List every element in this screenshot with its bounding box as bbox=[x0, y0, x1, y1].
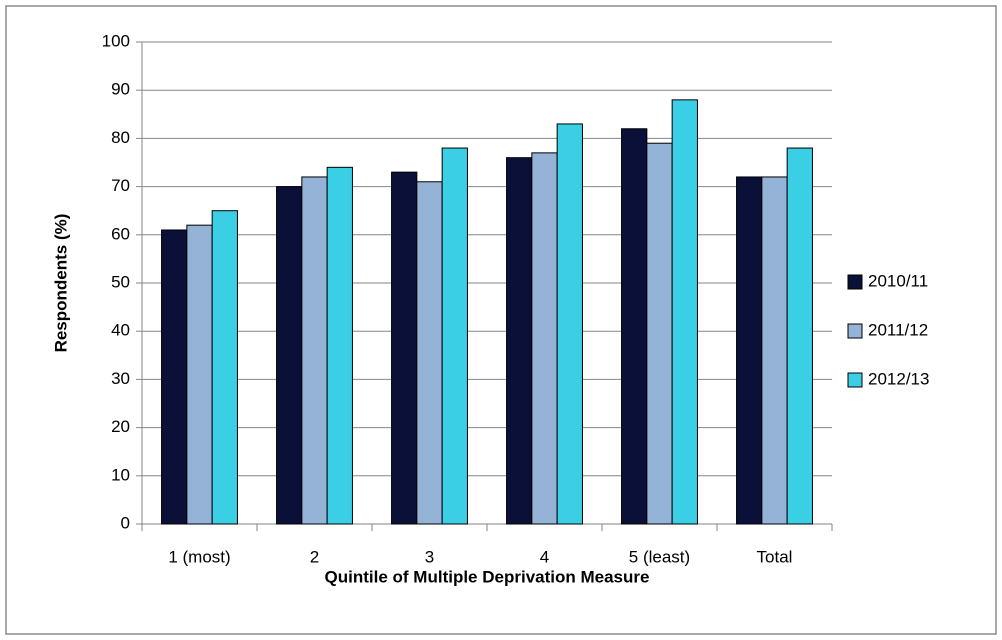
bar bbox=[441, 147, 468, 525]
bar bbox=[646, 142, 673, 525]
y-tick-label: 60 bbox=[111, 224, 130, 243]
bar bbox=[506, 157, 533, 525]
x-tick-label: 4 bbox=[540, 547, 549, 566]
y-tick-label: 20 bbox=[111, 417, 130, 436]
y-axis-title: Respondents (%) bbox=[51, 214, 70, 353]
bar bbox=[211, 210, 238, 525]
legend-swatch bbox=[847, 274, 863, 290]
y-tick-label: 10 bbox=[111, 465, 130, 484]
legend-label: 2011/12 bbox=[868, 320, 928, 339]
y-tick-label: 30 bbox=[111, 369, 130, 388]
legend-label: 2012/13 bbox=[868, 369, 929, 388]
bar bbox=[761, 176, 788, 525]
legend-label: 2010/11 bbox=[868, 271, 928, 290]
x-tick-label: Total bbox=[757, 547, 793, 566]
bar bbox=[161, 229, 188, 525]
x-tick-label: 3 bbox=[425, 547, 434, 566]
bar bbox=[671, 99, 698, 525]
bar bbox=[276, 186, 303, 525]
bar bbox=[416, 181, 443, 525]
bar bbox=[326, 166, 353, 525]
bar bbox=[621, 128, 648, 525]
legend-swatch bbox=[847, 372, 863, 388]
y-tick-label: 70 bbox=[111, 176, 130, 195]
legend-swatch bbox=[847, 323, 863, 339]
y-tick-label: 80 bbox=[111, 128, 130, 147]
bar bbox=[531, 152, 558, 525]
bar bbox=[301, 176, 328, 525]
bar bbox=[556, 123, 583, 525]
y-tick-label: 50 bbox=[111, 272, 130, 291]
chart-border bbox=[5, 5, 997, 635]
y-tick-label: 90 bbox=[111, 80, 130, 99]
bar bbox=[786, 147, 813, 525]
y-tick-label: 0 bbox=[121, 513, 130, 532]
y-tick-label: 40 bbox=[111, 321, 130, 340]
x-tick-label: 1 (most) bbox=[168, 547, 230, 566]
bar bbox=[391, 171, 418, 525]
x-tick-label: 2 bbox=[310, 547, 319, 566]
bar bbox=[186, 224, 213, 525]
x-axis-title: Quintile of Multiple Deprivation Measure bbox=[325, 567, 650, 586]
x-tick-label: 5 (least) bbox=[629, 547, 690, 566]
y-tick-label: 100 bbox=[102, 31, 130, 50]
bar bbox=[736, 176, 763, 525]
